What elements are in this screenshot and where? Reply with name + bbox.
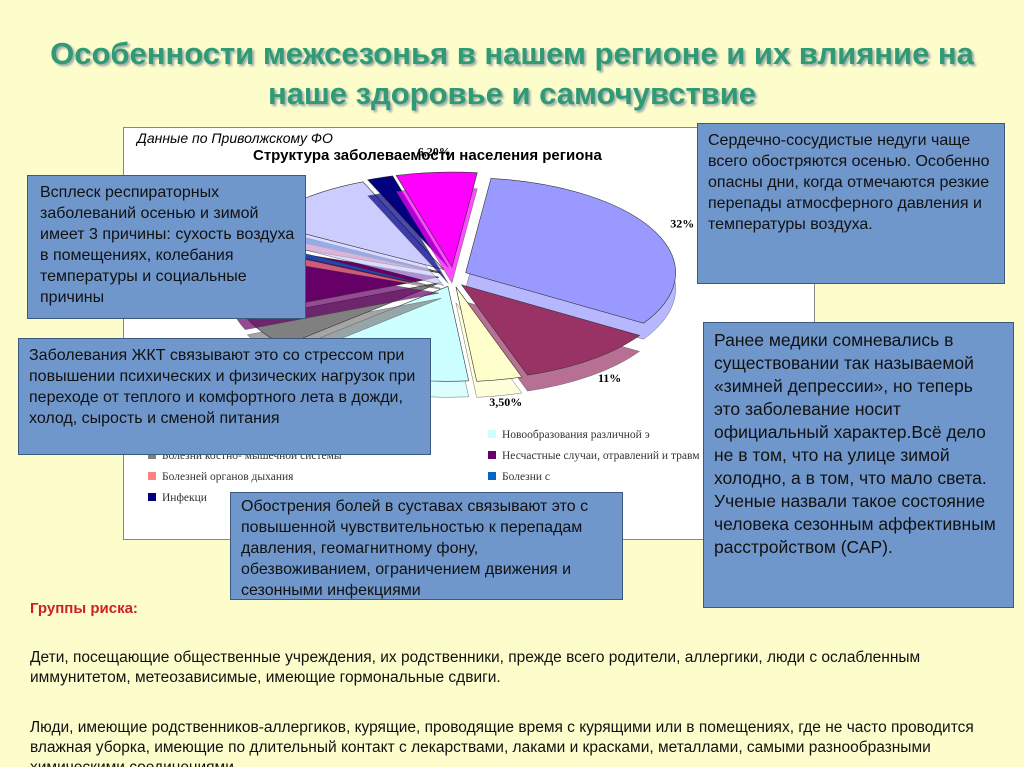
data-label: 11% [598,371,621,385]
callout: Обострения болей в суставах связывают эт… [230,492,623,600]
chart-title: Структура заболеваемости населения регио… [253,147,602,164]
pie-slice [395,171,478,268]
data-label: 6,20% [418,144,451,158]
legend-label: Болезни с [502,471,550,483]
slide-title: Особенности межсезонья в нашем регионе и… [50,36,974,111]
pie-slice [465,178,676,324]
paragraph: Люди, имеющие родственников-аллергиков, … [30,719,974,767]
pie-slice [460,284,641,376]
legend-swatch [148,472,156,480]
legend-swatch [488,430,496,438]
callout: Всплеск респираторных заболеваний осенью… [27,175,306,319]
legend-label: Болезней органов дыхания [162,471,294,483]
risk-heading: Группы риска: [30,600,138,617]
pie-slice [367,175,449,268]
callout: Сердечно-сосудистые недуги чаще всего об… [697,123,1005,284]
legend-swatch [488,472,496,480]
legend-label: Новообразования различной э [502,429,650,441]
callout: Ранее медики сомневались в существовании… [703,322,1014,608]
legend-swatch [488,451,496,459]
data-label: 3,50% [489,395,522,409]
legend-swatch [148,451,156,459]
callout: Заболевания ЖКТ связывают это со стрессо… [18,338,431,455]
legend-label: Несчастные случаи, отравлений и травм [502,450,700,462]
chart-note: Данные по Приволжскому ФО [135,130,333,146]
legend-label: Инфекци [162,492,207,504]
paragraph: Дети, посещающие общественные учреждения… [30,649,921,686]
data-label: 32% [670,216,694,230]
pie-slice [455,286,523,382]
legend-swatch [148,493,156,501]
